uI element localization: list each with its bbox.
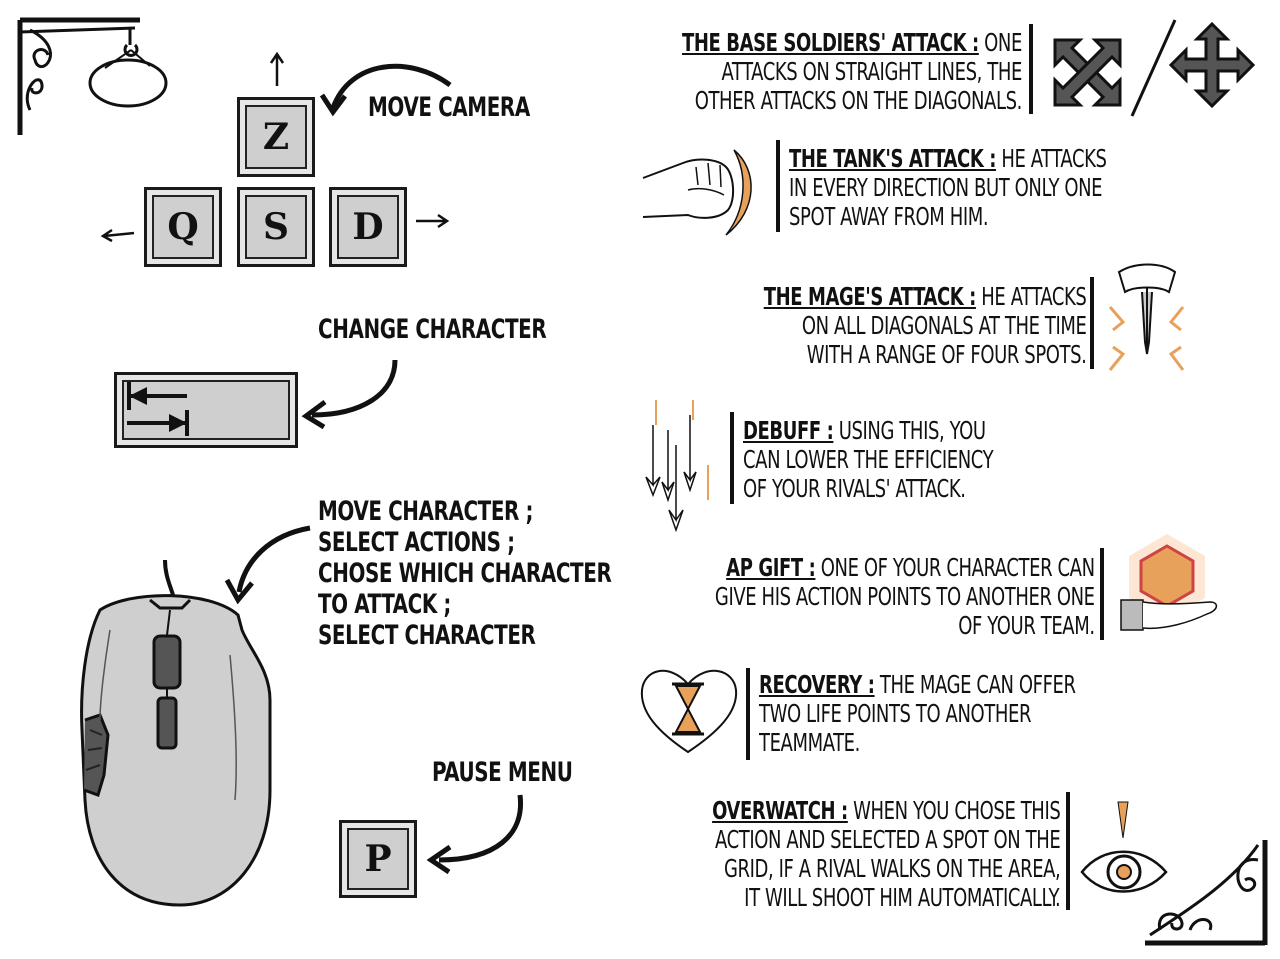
divider (1090, 277, 1094, 369)
mouse-actions-label-2: Select actions ; (318, 527, 515, 558)
key-q[interactable]: Q (144, 187, 222, 267)
key-tab[interactable] (114, 372, 298, 448)
key-d[interactable]: D (329, 187, 407, 267)
key-p[interactable]: P (339, 820, 417, 898)
mouse-actions-label-4: to attack ; (318, 589, 451, 620)
slash-divider (1130, 19, 1177, 117)
debuff-text: Debuff : using this, you can lower the e… (743, 416, 994, 503)
mouse-icon[interactable] (70, 559, 285, 910)
mage-attack-text: The mage's attack : he attacks on all di… (763, 282, 1086, 369)
key-s[interactable]: S (237, 187, 315, 267)
heart-hourglass-icon (640, 669, 738, 754)
tank-attack-text: The tank's attack : he attacks in every … (789, 144, 1107, 231)
direction-arrows (100, 51, 452, 243)
pause-arrow (426, 794, 524, 875)
overwatch-text: Overwatch : when you chose this action a… (711, 796, 1061, 912)
move-camera-label: Move camera (368, 92, 530, 123)
falling-daggers-icon (645, 400, 709, 533)
ap-gift-text: Ap gift : one of your character can give… (715, 553, 1095, 640)
pause-menu-label: Pause menu (432, 757, 573, 788)
divider (730, 412, 734, 504)
tab-arrow (301, 359, 398, 430)
divider (1100, 548, 1104, 640)
change-character-label: Change character (318, 314, 547, 345)
dagger-icon (1108, 263, 1185, 371)
hanging-sign-icon (17, 17, 168, 135)
cross-arrows-icon (1168, 21, 1256, 109)
hexagon-hand-icon (1120, 534, 1218, 631)
mouse-actions-label-5: Select character (318, 620, 536, 651)
mouse-actions-label-1: Move character ; (318, 496, 534, 527)
base-attack-text: The base soldiers' attack : one attacks … (682, 28, 1022, 115)
divider (776, 140, 780, 232)
divider (746, 668, 750, 760)
recovery-text: Recovery : the mage can offer two life p… (759, 670, 1076, 757)
divider (1066, 792, 1070, 910)
key-z[interactable]: Z (237, 97, 315, 177)
divider (1029, 24, 1033, 114)
mouse-arrow (224, 525, 311, 605)
fist-icon (642, 149, 752, 236)
eye-icon (1080, 801, 1168, 893)
corner-ornament-icon (1145, 840, 1268, 946)
diagonal-arrows-icon (1053, 38, 1122, 107)
keyboard-tab-icon (127, 382, 189, 436)
mouse-actions-label-3: Chose which character (318, 558, 612, 589)
